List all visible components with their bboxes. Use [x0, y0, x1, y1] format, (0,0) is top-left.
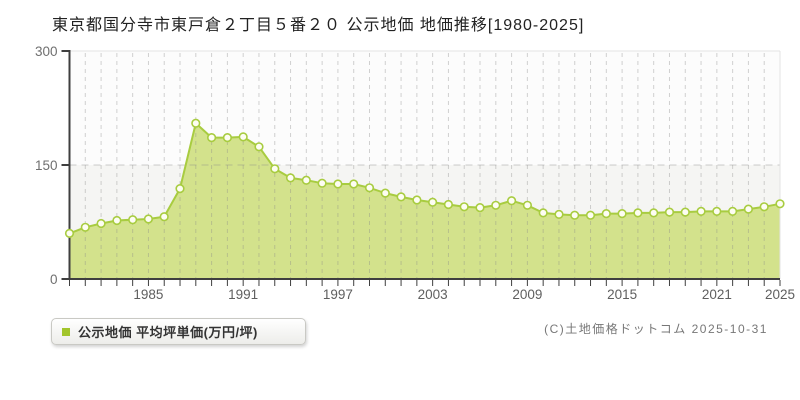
data-point-1995[interactable]: [301, 175, 311, 185]
data-point-1982[interactable]: [96, 218, 106, 229]
data-point-2005[interactable]: [459, 202, 469, 212]
data-point-1999[interactable]: [364, 183, 375, 193]
data-point-1985[interactable]: [143, 214, 153, 224]
data-point-2006[interactable]: [475, 203, 485, 213]
data-point-2000[interactable]: [380, 188, 390, 198]
data-point-2023[interactable]: [743, 204, 754, 214]
data-point-2003[interactable]: [428, 197, 438, 207]
x-axis-labels: 1985 1991 1997 2003 2009 2015 2021 2025: [69, 280, 795, 302]
data-point-2018[interactable]: [664, 207, 675, 217]
y-axis-labels: 0 150 300: [35, 44, 70, 287]
svg-text:300: 300: [35, 44, 58, 59]
data-point-2015[interactable]: [617, 209, 627, 219]
data-point-1992[interactable]: [254, 142, 264, 152]
chart-canvas[interactable]: 0 150 300 1985 1991 1997 2003 2009 2015 2021 2025: [0, 0, 800, 310]
copyright-text: (C)土地価格ドットコム 2025-10-31: [544, 322, 768, 336]
data-point-2008[interactable]: [507, 196, 517, 206]
data-point-2007[interactable]: [491, 200, 501, 210]
data-point-2012[interactable]: [570, 210, 580, 220]
data-point-2009[interactable]: [522, 200, 533, 210]
data-point-2022[interactable]: [727, 206, 738, 216]
series-line: [69, 122, 781, 235]
svg-text:2025: 2025: [765, 287, 795, 302]
data-point-2013[interactable]: [585, 210, 596, 220]
svg-text:2009: 2009: [512, 287, 542, 302]
data-point-1993[interactable]: [270, 164, 280, 174]
data-point-1997[interactable]: [333, 179, 343, 189]
data-point-2021[interactable]: [712, 206, 722, 216]
data-point-1988[interactable]: [191, 118, 201, 128]
data-point-2001[interactable]: [396, 192, 406, 202]
data-point-1980[interactable]: [64, 228, 75, 238]
data-point-2017[interactable]: [649, 208, 659, 218]
legend: 公示地価 平均坪単価(万円/坪): [51, 318, 306, 345]
data-point-1984[interactable]: [128, 215, 138, 225]
data-point-2011[interactable]: [554, 209, 564, 219]
data-point-2020[interactable]: [696, 206, 706, 216]
svg-text:2015: 2015: [607, 287, 637, 302]
data-point-2002[interactable]: [412, 195, 422, 205]
data-point-1983[interactable]: [112, 215, 122, 226]
svg-text:2021: 2021: [702, 287, 732, 302]
svg-text:1997: 1997: [323, 287, 353, 302]
gridlines: [69, 53, 780, 279]
data-point-1994[interactable]: [285, 173, 296, 183]
page-title: 東京都国分寺市東戸倉２丁目５番２０ 公示地価 地価推移[1980-2025]: [52, 17, 585, 34]
svg-text:150: 150: [35, 158, 58, 173]
svg-text:1991: 1991: [228, 287, 258, 302]
data-point-1987[interactable]: [175, 184, 185, 194]
data-point-1998[interactable]: [349, 179, 359, 189]
legend-label: 公示地価 平均坪単価(万円/坪): [78, 325, 258, 340]
svg-text:1985: 1985: [133, 287, 163, 302]
data-points[interactable]: [64, 118, 785, 238]
data-point-1991[interactable]: [238, 132, 248, 142]
data-point-1996[interactable]: [317, 178, 327, 188]
plot-border: [69, 50, 781, 279]
data-point-2016[interactable]: [633, 208, 643, 218]
data-point-2025[interactable]: [775, 199, 785, 209]
data-point-2010[interactable]: [538, 208, 548, 218]
price-trend-chart[interactable]: 0 150 300 1985 1991 1997 2003 2009 2015 2021 2025: [0, 0, 800, 310]
legend-marker-icon: [62, 327, 70, 336]
data-point-1990[interactable]: [222, 133, 232, 143]
data-point-2004[interactable]: [443, 199, 454, 210]
data-point-1989[interactable]: [207, 133, 217, 143]
svg-text:0: 0: [50, 272, 58, 287]
svg-text:2003: 2003: [418, 287, 448, 302]
data-point-1986[interactable]: [159, 212, 169, 222]
data-point-2014[interactable]: [601, 209, 611, 219]
data-point-2024[interactable]: [759, 202, 769, 212]
data-point-1981[interactable]: [80, 222, 90, 232]
data-point-2019[interactable]: [680, 207, 690, 217]
